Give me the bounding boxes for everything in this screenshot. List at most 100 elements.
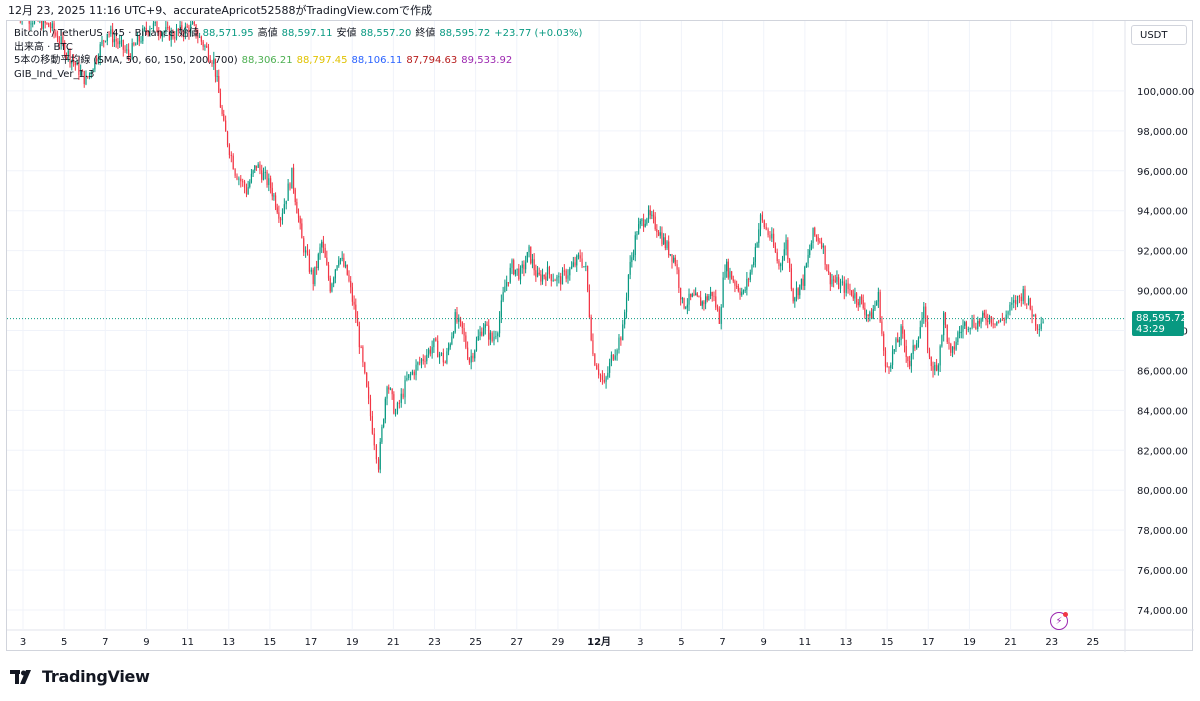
candle-body: [331, 283, 333, 292]
candle-body: [126, 49, 128, 51]
currency-button[interactable]: USDT: [1131, 25, 1187, 45]
candle-body: [259, 164, 261, 171]
indicator-label[interactable]: GIB_Ind_Ver_1.3: [14, 68, 95, 80]
candle-body: [60, 36, 62, 44]
candle-body: [1016, 295, 1019, 305]
candle-body: [191, 21, 194, 25]
candle-body: [905, 345, 907, 357]
candle-body: [855, 293, 858, 303]
candle-body: [609, 362, 611, 373]
candle-body: [341, 257, 343, 259]
x-tick-label: 11: [181, 637, 194, 648]
candle-body: [83, 70, 85, 85]
candle-body: [585, 266, 587, 268]
candle-body: [491, 332, 493, 342]
candle-body: [297, 213, 300, 218]
candle-body: [761, 214, 763, 221]
candle-body: [454, 312, 456, 333]
candle-body: [676, 264, 678, 270]
x-tick-label: 23: [428, 637, 441, 648]
candle-body: [475, 340, 478, 351]
candle-body: [375, 445, 377, 460]
candle-body: [55, 32, 57, 36]
candle-body: [90, 72, 92, 74]
candle-body: [519, 267, 522, 280]
candle-body: [506, 282, 508, 287]
candle-body: [631, 257, 633, 262]
x-tick-label: 13: [840, 637, 853, 648]
candle-body: [211, 62, 213, 64]
candle-body: [497, 333, 499, 337]
candle-body: [898, 340, 900, 343]
candle-body: [336, 265, 338, 270]
candle-body: [279, 218, 282, 221]
candle-body: [396, 402, 399, 414]
candle-body: [154, 21, 156, 24]
x-tick-label: 21: [387, 637, 400, 648]
candle-body: [122, 40, 124, 50]
candle-body: [447, 347, 450, 352]
candle-body: [774, 245, 777, 253]
candle-body: [72, 60, 75, 63]
candle-body: [292, 167, 295, 190]
candle-body: [900, 326, 902, 341]
sma-value-3: 88,106.11: [351, 55, 403, 66]
candle-body: [64, 42, 66, 56]
symbol-label[interactable]: Bitcoin / TetherUS · 45 · Binance: [14, 28, 175, 39]
candle-body: [1024, 289, 1026, 304]
candle-body: [807, 254, 809, 264]
candle-body: [358, 326, 360, 348]
candle-body: [273, 195, 275, 197]
candle-body: [459, 317, 462, 322]
candle-body: [548, 266, 550, 275]
candle-body: [607, 372, 609, 378]
candle-body: [504, 286, 506, 293]
candle-body: [303, 238, 305, 253]
candle-body: [356, 317, 359, 327]
candle-body: [720, 307, 722, 324]
candle-body: [319, 247, 321, 255]
candle-body: [266, 171, 268, 186]
sma-label[interactable]: 5本の移動平均線 (SMA, 50, 60, 150, 200, 700): [14, 55, 238, 66]
tradingview-brand[interactable]: TradingView: [10, 667, 150, 686]
candle-body: [958, 332, 961, 334]
candle-body: [536, 272, 539, 277]
candle-body: [92, 69, 94, 73]
volume-label[interactable]: 出来高 · BTC: [14, 41, 73, 53]
candle-body: [120, 40, 123, 42]
candle-body: [884, 350, 887, 367]
candle-body: [696, 293, 698, 296]
candle-body: [877, 291, 879, 302]
price-chart[interactable]: 100,000.00 98,000.00 96,000.00 94,000.00 92,…: [7, 21, 1194, 652]
candle-body: [274, 195, 277, 208]
candle-body: [831, 279, 833, 285]
x-tick-label: 25: [469, 637, 482, 648]
candle-body: [67, 50, 69, 56]
lightning-alert-icon[interactable]: ⚡: [1050, 612, 1068, 630]
candle-body: [516, 268, 518, 270]
candle-body: [278, 212, 280, 219]
candle-body: [845, 283, 847, 293]
candle-body: [168, 27, 171, 40]
candle-body: [987, 320, 989, 323]
candle-body: [685, 307, 687, 309]
candle-body: [177, 28, 179, 32]
candle-body: [663, 237, 665, 245]
chart-frame[interactable]: 100,000.00 98,000.00 96,000.00 94,000.00 92,…: [6, 20, 1194, 652]
candle-body: [944, 312, 947, 325]
candle-body: [910, 354, 912, 367]
x-tick-label: 25: [1087, 637, 1100, 648]
candle-body: [371, 416, 373, 434]
candle-body: [81, 70, 84, 72]
candle-body: [726, 261, 728, 272]
candle-body: [213, 58, 215, 64]
candle-body: [355, 304, 357, 318]
candle-body: [657, 232, 660, 236]
candle-body: [1015, 300, 1017, 305]
candle-body: [897, 338, 899, 343]
candle-body: [693, 294, 695, 296]
candle-body: [646, 218, 648, 224]
candle-body: [671, 254, 673, 262]
candle-body: [563, 270, 565, 272]
candle-body: [569, 268, 571, 276]
